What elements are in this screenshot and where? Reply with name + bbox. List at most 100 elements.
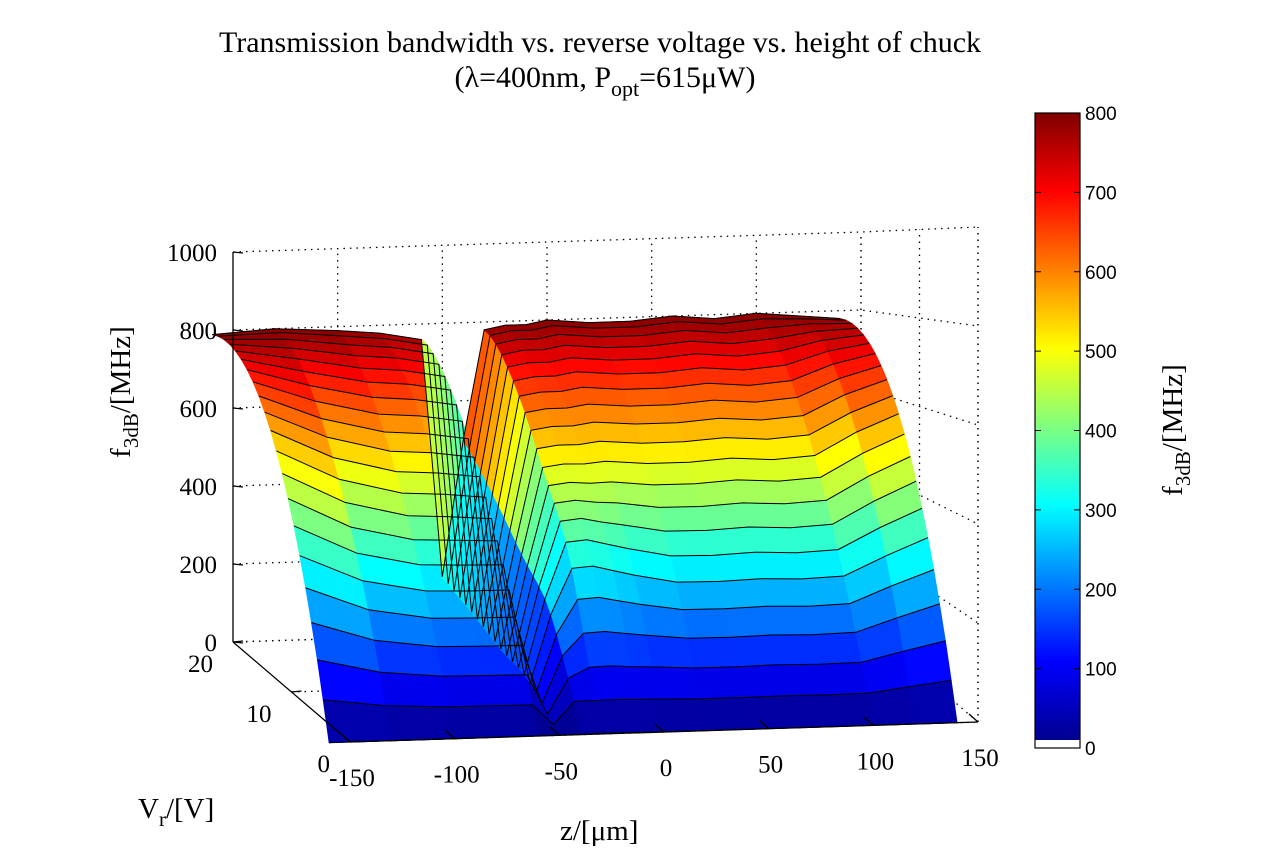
surface-patch bbox=[718, 578, 767, 610]
surface-patch bbox=[640, 441, 690, 464]
surface-patch bbox=[599, 335, 649, 349]
surface-patch bbox=[700, 502, 750, 531]
surface-patch bbox=[736, 479, 786, 505]
grid-line-f bbox=[232, 226, 979, 253]
colorbar-tick-label: 500 bbox=[1085, 342, 1117, 363]
surface-patch bbox=[575, 371, 625, 390]
contour-line bbox=[229, 327, 858, 598]
surface-patch bbox=[718, 417, 768, 440]
y-tick-label: 10 bbox=[247, 701, 272, 728]
surface-patch bbox=[699, 697, 749, 732]
x-tick-mark bbox=[654, 723, 665, 733]
surface-patch bbox=[741, 695, 791, 730]
x-tick-mark bbox=[549, 726, 560, 736]
surface-patch bbox=[651, 666, 701, 700]
surface-patch bbox=[436, 645, 486, 677]
surface-patch bbox=[777, 663, 827, 697]
surface-patch bbox=[801, 575, 851, 607]
surface-patch bbox=[676, 581, 725, 611]
x-tick-label: 50 bbox=[758, 752, 783, 779]
surface-patch bbox=[908, 679, 958, 725]
surface-patch bbox=[783, 694, 832, 729]
colorbar-tick-label: 400 bbox=[1085, 422, 1117, 443]
z-tick-mark bbox=[232, 485, 244, 488]
surface-patch bbox=[599, 440, 648, 464]
surface-patch bbox=[790, 523, 839, 554]
contour-line bbox=[241, 342, 870, 613]
contour-line bbox=[258, 379, 888, 635]
chart-title: Transmission bandwidth vs. reverse volta… bbox=[219, 26, 981, 101]
z-tick-mark bbox=[232, 251, 244, 254]
surface-patch bbox=[430, 617, 480, 648]
contour-line bbox=[287, 480, 917, 668]
surface-patch bbox=[765, 605, 815, 636]
surface-patch bbox=[605, 345, 655, 361]
surface-patch bbox=[712, 551, 761, 582]
surface-patch bbox=[490, 704, 539, 738]
x-tick-label: 100 bbox=[857, 748, 895, 775]
y-tick-mark bbox=[291, 690, 302, 693]
surface-patch bbox=[825, 692, 874, 728]
x-tick-label: -50 bbox=[545, 758, 578, 785]
surface-patch bbox=[795, 549, 845, 580]
surface-patch bbox=[623, 387, 673, 407]
surface-patch bbox=[730, 457, 780, 482]
colorbar-label: f3dB/[MHz] bbox=[1157, 364, 1195, 496]
contour-line bbox=[270, 413, 899, 650]
colorbar-tick-label: 100 bbox=[1085, 660, 1117, 681]
colorbar-tick-label: 600 bbox=[1085, 263, 1117, 284]
x-tick-mark bbox=[968, 713, 979, 723]
colorbar-gradient bbox=[1035, 113, 1080, 740]
contour-line bbox=[293, 507, 923, 675]
contour-lines bbox=[212, 312, 958, 744]
z-tick-label: 600 bbox=[180, 396, 218, 423]
x-tick-mark bbox=[340, 733, 351, 743]
surface-patch bbox=[383, 431, 433, 454]
colorbar-bottom-gap bbox=[1035, 740, 1080, 748]
surface-patch bbox=[707, 382, 756, 403]
x-tick-mark bbox=[863, 716, 874, 726]
surface-patch bbox=[652, 483, 702, 508]
contour-line bbox=[223, 322, 852, 591]
surface-patch bbox=[617, 372, 667, 390]
surface-patch bbox=[389, 450, 439, 474]
surface bbox=[211, 312, 958, 744]
z-tick-label: 200 bbox=[180, 552, 218, 579]
title-line-2: (λ=400nm, Popt=615μW) bbox=[455, 61, 756, 101]
surface-patch bbox=[670, 554, 719, 583]
surface-patch bbox=[729, 634, 779, 668]
surface-patch bbox=[819, 661, 868, 696]
surface-patch bbox=[379, 671, 450, 708]
surface-patch bbox=[813, 631, 863, 665]
x-tick-mark bbox=[445, 730, 456, 740]
x-tick-label: -100 bbox=[434, 762, 480, 789]
y-axis-label: Vr/[V] bbox=[138, 793, 214, 831]
x-tick-label: 150 bbox=[961, 745, 999, 772]
surface-patch bbox=[593, 421, 643, 444]
z-tick-mark bbox=[232, 563, 244, 566]
contour-line bbox=[264, 395, 893, 642]
surface-patch bbox=[657, 698, 707, 733]
surface-patch bbox=[322, 699, 393, 744]
z-tick-mark bbox=[232, 407, 244, 410]
z-tick-label: 1000 bbox=[167, 240, 217, 267]
surface-patch bbox=[611, 358, 661, 375]
x-tick-label: -150 bbox=[329, 765, 375, 792]
surface-patch bbox=[778, 476, 828, 505]
z-tick-label: 400 bbox=[180, 474, 218, 501]
surface-patch bbox=[448, 705, 497, 740]
z-tick-label: 800 bbox=[180, 318, 218, 345]
contour-line bbox=[299, 537, 928, 685]
surface-patch bbox=[378, 413, 427, 435]
contour-line bbox=[247, 353, 876, 620]
y-tick-label: 20 bbox=[188, 651, 213, 678]
x-tick-label: 0 bbox=[660, 755, 673, 782]
surface-patch bbox=[807, 603, 857, 636]
surface-patch bbox=[385, 705, 456, 742]
contour-line bbox=[276, 433, 905, 656]
surface-patch bbox=[484, 674, 533, 707]
surface-patch bbox=[735, 664, 785, 698]
surface-patch bbox=[581, 386, 631, 407]
surface-patch bbox=[742, 502, 792, 529]
z-axis-label: f3dB/[MHz] bbox=[105, 326, 143, 458]
